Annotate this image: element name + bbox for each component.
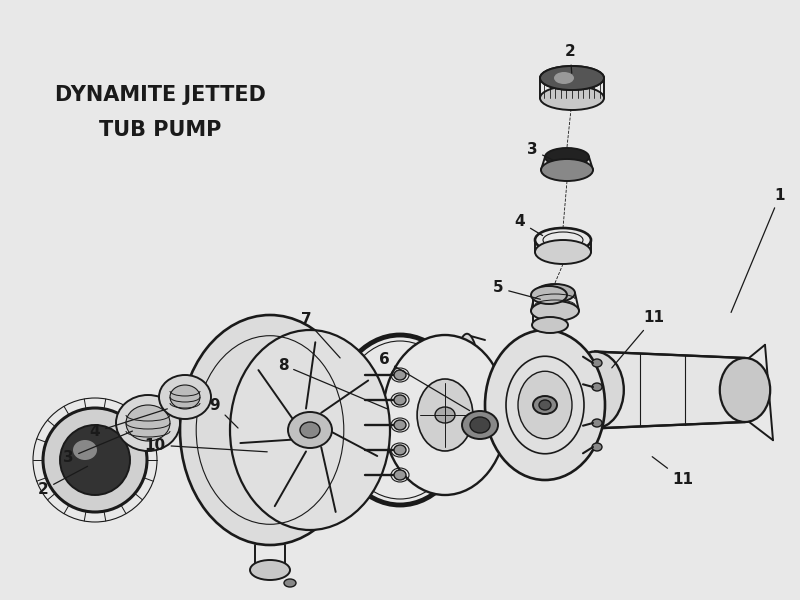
Ellipse shape [533, 396, 557, 414]
Ellipse shape [60, 425, 130, 495]
Text: 2: 2 [38, 466, 87, 497]
Ellipse shape [394, 370, 406, 380]
Text: 3: 3 [526, 142, 553, 160]
Ellipse shape [284, 579, 296, 587]
Text: 4: 4 [90, 409, 167, 439]
Ellipse shape [452, 334, 482, 476]
Text: 2: 2 [565, 44, 575, 73]
Ellipse shape [73, 440, 97, 460]
Ellipse shape [592, 443, 602, 451]
Text: 10: 10 [145, 437, 267, 452]
Ellipse shape [531, 286, 567, 304]
Ellipse shape [288, 412, 332, 448]
Ellipse shape [470, 417, 490, 433]
Ellipse shape [485, 330, 605, 480]
Ellipse shape [720, 358, 770, 422]
Ellipse shape [394, 445, 406, 455]
Ellipse shape [540, 66, 604, 90]
Text: 5: 5 [493, 280, 540, 299]
Ellipse shape [531, 301, 579, 321]
Ellipse shape [417, 379, 473, 451]
Text: 11: 11 [652, 457, 694, 487]
Ellipse shape [566, 352, 624, 428]
Ellipse shape [462, 411, 498, 439]
Ellipse shape [535, 240, 591, 264]
Text: 6: 6 [378, 352, 470, 410]
Ellipse shape [541, 159, 593, 181]
Ellipse shape [126, 405, 170, 441]
Ellipse shape [116, 395, 180, 451]
Text: 1: 1 [731, 187, 786, 313]
Text: TUB PUMP: TUB PUMP [70, 120, 222, 140]
Ellipse shape [545, 148, 589, 166]
Ellipse shape [554, 72, 574, 84]
Ellipse shape [383, 335, 507, 495]
Ellipse shape [230, 330, 390, 530]
Text: 8: 8 [278, 358, 387, 409]
Text: 11: 11 [612, 311, 665, 368]
Text: 4: 4 [514, 214, 542, 236]
Ellipse shape [43, 408, 147, 512]
Ellipse shape [540, 66, 604, 90]
Ellipse shape [592, 383, 602, 391]
Ellipse shape [170, 385, 200, 409]
Text: 3: 3 [62, 431, 133, 466]
Polygon shape [595, 352, 745, 428]
Ellipse shape [540, 86, 604, 110]
Ellipse shape [435, 407, 455, 423]
Ellipse shape [592, 359, 602, 367]
Text: 9: 9 [210, 397, 238, 428]
Ellipse shape [180, 315, 360, 545]
Ellipse shape [394, 470, 406, 480]
Ellipse shape [557, 385, 573, 395]
Ellipse shape [394, 420, 406, 430]
Ellipse shape [539, 400, 551, 410]
Text: 7: 7 [301, 313, 340, 358]
Ellipse shape [394, 395, 406, 405]
Ellipse shape [250, 560, 290, 580]
Ellipse shape [532, 317, 568, 333]
Ellipse shape [535, 284, 575, 302]
Ellipse shape [518, 371, 572, 439]
Ellipse shape [592, 419, 602, 427]
Ellipse shape [300, 422, 320, 438]
Ellipse shape [159, 375, 211, 419]
Text: DYNAMITE JETTED: DYNAMITE JETTED [55, 85, 266, 105]
